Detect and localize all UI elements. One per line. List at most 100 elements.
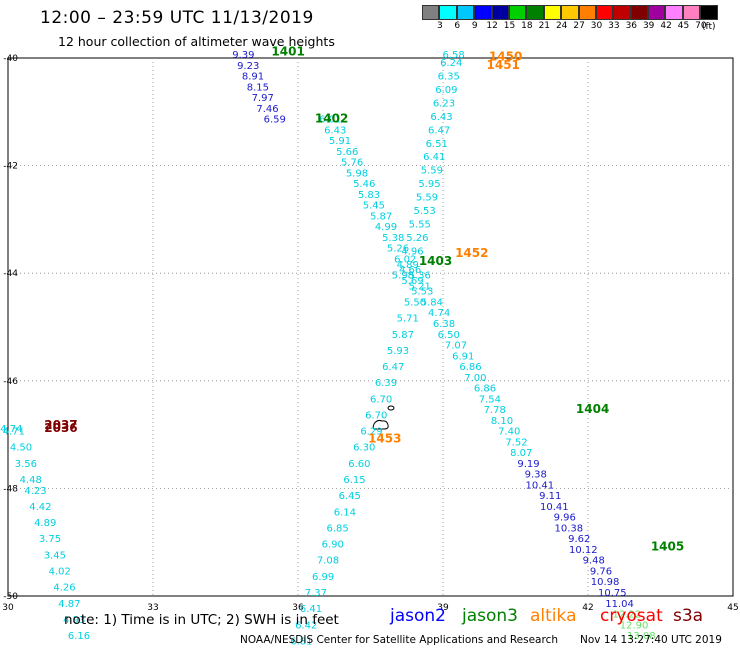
wave-height-value: 3.45 xyxy=(44,550,66,561)
wave-height-value: 6.59 xyxy=(264,115,286,126)
pass-label: 1404 xyxy=(576,402,609,416)
legend-label: 24 xyxy=(555,21,568,31)
wave-height-value: 6.86 xyxy=(459,362,481,373)
island-outline xyxy=(387,405,395,411)
wave-height-value: 5.21 xyxy=(409,281,431,292)
wave-height-value: 6.90 xyxy=(322,540,344,551)
wave-height-value: 7.00 xyxy=(464,373,486,384)
wave-height-value: 4.89 xyxy=(34,518,56,529)
wave-height-value: 13.08 xyxy=(627,631,656,642)
wave-height-value: 5.36 xyxy=(409,271,431,282)
wave-height-value: 9.62 xyxy=(568,534,590,545)
wave-height-value: 7.37 xyxy=(305,588,327,599)
wave-height-value: 5.66 xyxy=(336,147,358,158)
wave-height-value: 6.70 xyxy=(365,410,387,421)
legend-label: 39 xyxy=(642,21,655,31)
wave-height-value: 7.54 xyxy=(479,394,501,405)
wave-height-value: 8.15 xyxy=(247,82,269,93)
wave-height-value: 4.42 xyxy=(29,502,51,513)
satellite-name: jason3 xyxy=(462,606,518,626)
x-tick-label: 42 xyxy=(582,603,593,613)
wave-height-value: 5.87 xyxy=(392,330,414,341)
y-tick-label: -42 xyxy=(3,162,18,172)
wave-height-value: 3.56 xyxy=(15,459,37,470)
wave-height-value: 6.41 xyxy=(423,152,445,163)
legend-unit: (ft) xyxy=(702,22,716,32)
wave-height-value: 7.52 xyxy=(505,437,527,448)
wave-height-value: 11.04 xyxy=(605,599,634,610)
wave-height-value: 4.71 xyxy=(3,427,25,438)
wave-height-value: 7.46 xyxy=(256,104,278,115)
legend-label: 27 xyxy=(573,21,585,31)
wave-height-value: 6.43 xyxy=(430,112,452,123)
wave-height-value: 4.26 xyxy=(53,583,75,594)
legend-label: 15 xyxy=(503,21,516,31)
legend-labels: 3 6 9 12 15 18 21 24 27 30 33 36 39 42 45 70 xyxy=(422,20,718,32)
wave-height-value: 6.30 xyxy=(353,443,375,454)
legend-swatch xyxy=(665,5,683,20)
wave-height-value: 4.23 xyxy=(24,486,46,497)
x-tick-label: 45 xyxy=(727,603,738,613)
wave-height-value: 4.96 xyxy=(401,246,423,257)
wave-height-value: 9.19 xyxy=(517,459,539,470)
wave-height-value: 5.98 xyxy=(346,168,368,179)
wave-height-value: 7.78 xyxy=(484,405,506,416)
wave-height-value: 4.99 xyxy=(375,222,397,233)
wave-height-value: 6.14 xyxy=(334,507,356,518)
wave-height-value: 6.47 xyxy=(382,362,404,373)
wave-height-value: 6.24 xyxy=(440,58,462,69)
legend-label: 36 xyxy=(625,21,638,31)
wave-height-value: 6.50 xyxy=(438,330,460,341)
x-tick-label: 33 xyxy=(147,603,158,613)
wave-height-value: 4.66 xyxy=(399,265,421,276)
legend-label: 12 xyxy=(486,21,498,31)
wave-height-value: 6.85 xyxy=(326,523,348,534)
legend-swatch xyxy=(456,5,475,20)
pass-label: 2036 xyxy=(44,421,77,435)
x-tick-label: 30 xyxy=(2,603,14,613)
map-subtitle: 12 hour collection of altimeter wave hei… xyxy=(58,34,335,49)
wave-height-value: 4.74 xyxy=(428,308,450,319)
wave-height-value: 6.29 xyxy=(360,427,382,438)
wave-height-value: 6.42 xyxy=(295,620,317,631)
pass-label: 1451 xyxy=(487,58,520,72)
wave-height-value: 5.91 xyxy=(329,136,351,147)
wave-height-value: 5.50 xyxy=(404,297,426,308)
wave-height-value: 3.75 xyxy=(39,534,61,545)
wave-height-value: 6.41 xyxy=(300,604,322,615)
wave-height-value: 5.93 xyxy=(387,346,409,357)
wave-height-value: 5.71 xyxy=(397,314,419,325)
wave-height-value: 6.70 xyxy=(370,394,392,405)
wave-height-value: 8.91 xyxy=(242,72,264,83)
wave-height-value: 6.47 xyxy=(428,125,450,136)
legend-label: 18 xyxy=(521,21,533,31)
wave-height-value: 5.59 xyxy=(416,193,438,204)
legend-swatch xyxy=(439,5,457,20)
wave-height-value: 5.38 xyxy=(382,233,404,244)
y-tick-label: -44 xyxy=(3,269,18,279)
credit-text: NOAA/NESDIS Center for Satellite Applica… xyxy=(240,634,558,646)
wave-height-value: 7.07 xyxy=(445,341,467,352)
y-tick-label: -40 xyxy=(3,54,18,64)
legend-swatch xyxy=(630,5,649,20)
wave-height-value: 5.98 xyxy=(392,271,414,282)
wave-height-value: 5.55 xyxy=(409,219,431,230)
wave-height-value: 12.22 xyxy=(613,610,642,621)
pass-label: 1401 xyxy=(271,44,304,58)
wave-height-value: 6.23 xyxy=(433,98,455,109)
legend-swatch xyxy=(595,5,614,20)
wave-height-value: 8.07 xyxy=(510,448,532,459)
wave-height-value: 6.15 xyxy=(343,475,365,486)
generation-timestamp: Nov 14 13:27:40 UTC 2019 xyxy=(580,634,722,646)
legend-label: 33 xyxy=(608,21,620,31)
wave-height-value: 4.48 xyxy=(20,475,42,486)
wave-height-value: 6.35 xyxy=(438,72,460,83)
wave-height-value: 10.98 xyxy=(591,577,620,588)
map-frame xyxy=(7,57,734,597)
wave-height-value: 5.45 xyxy=(363,201,385,212)
wave-height-value: 6.39 xyxy=(375,378,397,389)
wave-height-value: 7.40 xyxy=(498,427,520,438)
legend-swatch xyxy=(422,5,440,20)
satellite-name: altika xyxy=(530,606,577,626)
